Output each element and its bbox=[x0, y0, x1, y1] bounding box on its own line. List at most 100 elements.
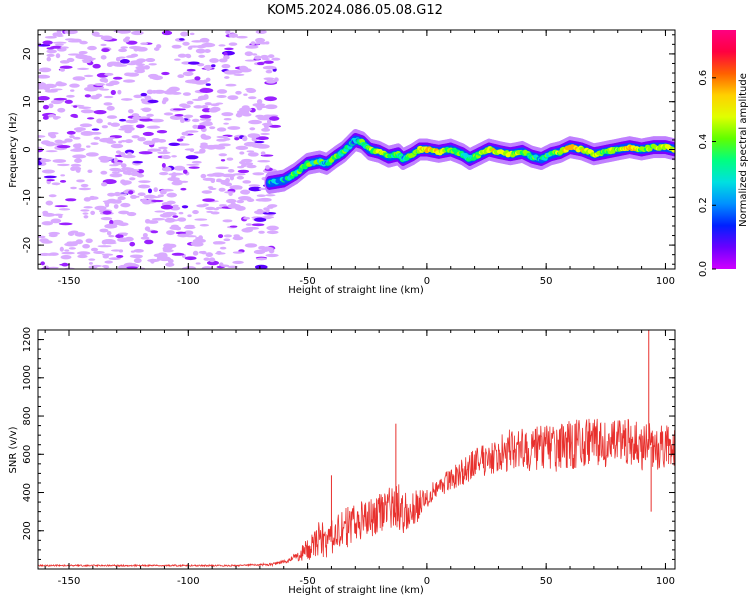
noise-blob bbox=[61, 251, 75, 255]
noise-blob bbox=[146, 113, 154, 117]
noise-blob bbox=[199, 114, 212, 119]
noise-blob bbox=[220, 264, 230, 268]
noise-blob bbox=[151, 137, 161, 143]
noise-blob bbox=[180, 135, 186, 139]
noise-blob bbox=[132, 160, 144, 164]
noise-blob bbox=[224, 76, 230, 79]
noise-blob bbox=[133, 258, 142, 264]
noise-blob bbox=[38, 67, 52, 73]
noise-blob bbox=[228, 192, 233, 196]
noise-blob bbox=[256, 61, 265, 66]
noise-blob bbox=[247, 133, 261, 139]
noise-blob bbox=[179, 103, 189, 108]
noise-blob bbox=[223, 179, 229, 183]
noise-blob bbox=[199, 144, 210, 149]
noise-blob bbox=[228, 33, 239, 38]
noise-blob bbox=[59, 179, 67, 183]
noise-blob bbox=[201, 190, 213, 194]
noise-blob bbox=[151, 217, 166, 221]
noise-blob bbox=[124, 236, 134, 242]
noise-blob bbox=[228, 42, 238, 46]
noise-blob bbox=[72, 136, 81, 140]
noise-blob bbox=[236, 35, 248, 39]
noise-blob bbox=[120, 202, 131, 208]
noise-blob bbox=[124, 263, 134, 267]
noise-blob bbox=[47, 266, 59, 269]
noise-blob bbox=[266, 119, 272, 124]
noise-blob bbox=[130, 194, 138, 199]
noise-blob bbox=[268, 116, 280, 121]
noise-blob bbox=[248, 186, 263, 192]
noise-blob bbox=[75, 239, 84, 245]
noise-blob bbox=[126, 167, 135, 173]
noise-blob bbox=[150, 258, 155, 264]
noise-blob bbox=[108, 257, 121, 260]
noise-blob bbox=[136, 124, 145, 129]
noise-blob bbox=[106, 105, 115, 111]
noise-blob bbox=[139, 118, 153, 122]
noise-blob bbox=[200, 133, 207, 139]
noise-blob bbox=[78, 187, 92, 191]
noise-blob bbox=[256, 194, 266, 198]
noise-blob bbox=[93, 250, 105, 254]
noise-blob bbox=[244, 51, 253, 57]
noise-blob bbox=[57, 163, 70, 167]
noise-blob bbox=[172, 215, 179, 218]
noise-blob bbox=[52, 33, 59, 37]
noise-blob bbox=[195, 48, 206, 54]
noise-blob bbox=[254, 140, 265, 144]
noise-blob bbox=[93, 110, 107, 115]
noise-blob bbox=[72, 154, 87, 159]
noise-blob bbox=[101, 240, 108, 245]
noise-blob bbox=[58, 214, 63, 219]
noise-blob bbox=[86, 145, 91, 148]
noise-blob bbox=[40, 140, 51, 145]
noise-blob bbox=[204, 49, 211, 53]
noise-blob bbox=[76, 67, 90, 70]
noise-blob bbox=[209, 126, 216, 130]
noise-blob bbox=[124, 139, 133, 144]
noise-blob bbox=[146, 125, 161, 129]
noise-blob bbox=[184, 224, 195, 228]
noise-blob bbox=[219, 246, 227, 250]
noise-blob bbox=[47, 114, 57, 118]
spectrogram-xtick-label: 100 bbox=[656, 276, 675, 287]
noise-blob bbox=[201, 105, 209, 109]
noise-blob bbox=[253, 55, 262, 60]
noise-blob bbox=[204, 102, 212, 106]
noise-blob bbox=[171, 180, 183, 186]
noise-blob bbox=[184, 256, 197, 261]
snr-ytick-label: 400 bbox=[22, 483, 33, 502]
snr-xtick-label: 50 bbox=[540, 576, 553, 587]
noise-blob bbox=[149, 76, 160, 80]
noise-blob bbox=[117, 30, 131, 34]
noise-blob bbox=[252, 172, 265, 176]
noise-blob bbox=[70, 163, 82, 167]
noise-blob bbox=[38, 146, 42, 150]
noise-blob bbox=[60, 46, 69, 49]
noise-blob bbox=[73, 105, 78, 108]
noise-blob bbox=[93, 136, 101, 140]
noise-blob bbox=[208, 257, 216, 263]
noise-blob bbox=[213, 208, 220, 211]
noise-blob bbox=[101, 48, 110, 53]
noise-blob bbox=[54, 205, 68, 208]
noise-blob bbox=[223, 238, 231, 242]
noise-blob bbox=[76, 232, 85, 236]
noise-blob bbox=[100, 35, 113, 41]
noise-blob bbox=[45, 150, 58, 153]
noise-blob bbox=[120, 179, 126, 185]
noise-blob bbox=[223, 70, 237, 75]
noise-blob bbox=[153, 187, 158, 193]
noise-blob bbox=[221, 112, 234, 117]
noise-blob bbox=[261, 216, 275, 219]
noise-blob bbox=[107, 137, 116, 140]
noise-blob bbox=[207, 260, 219, 266]
noise-blob bbox=[252, 103, 266, 107]
noise-blob bbox=[154, 210, 166, 213]
noise-blob bbox=[82, 244, 90, 249]
noise-blob bbox=[177, 217, 187, 222]
noise-blob bbox=[64, 38, 77, 41]
snr-xtick-label: -50 bbox=[299, 576, 315, 587]
